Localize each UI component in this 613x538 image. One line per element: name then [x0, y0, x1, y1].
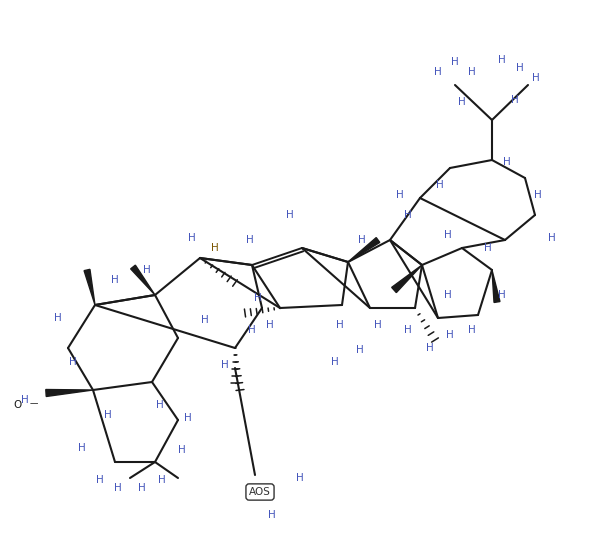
Text: H: H	[446, 330, 454, 340]
Text: H: H	[331, 357, 339, 367]
Text: H: H	[336, 320, 344, 330]
Text: H: H	[374, 320, 382, 330]
Text: H: H	[468, 67, 476, 77]
Text: H: H	[138, 483, 146, 493]
Text: H: H	[188, 233, 196, 243]
Text: H: H	[78, 443, 86, 453]
Text: O: O	[14, 400, 22, 410]
Polygon shape	[348, 238, 380, 262]
Text: H: H	[111, 275, 119, 285]
Text: H: H	[96, 475, 104, 485]
Text: H: H	[184, 413, 192, 423]
Text: H: H	[286, 210, 294, 220]
Text: H: H	[396, 190, 404, 200]
Text: H: H	[436, 180, 444, 190]
Text: H: H	[156, 400, 164, 410]
Text: H: H	[498, 55, 506, 65]
Text: H: H	[358, 235, 366, 245]
Text: H: H	[143, 265, 151, 275]
Text: H: H	[434, 67, 442, 77]
Polygon shape	[392, 265, 422, 293]
Text: H: H	[532, 73, 540, 83]
Text: H: H	[178, 445, 186, 455]
Text: H: H	[254, 293, 262, 303]
Text: H: H	[484, 243, 492, 253]
Text: H: H	[248, 325, 256, 335]
Text: —: —	[30, 400, 38, 408]
Text: H: H	[404, 210, 412, 220]
Text: H: H	[356, 345, 364, 355]
Text: H: H	[468, 325, 476, 335]
Text: H: H	[21, 395, 29, 405]
Text: H: H	[548, 233, 556, 243]
Text: AOS: AOS	[249, 487, 271, 497]
Text: H: H	[69, 357, 77, 367]
Polygon shape	[84, 270, 95, 305]
Polygon shape	[492, 270, 500, 302]
Text: H: H	[458, 97, 466, 107]
Text: H: H	[511, 95, 519, 105]
Text: H: H	[444, 290, 452, 300]
Text: H: H	[211, 243, 219, 253]
Text: H: H	[426, 343, 434, 353]
Text: H: H	[54, 313, 62, 323]
Text: H: H	[516, 63, 524, 73]
Text: H: H	[498, 290, 506, 300]
Text: H: H	[114, 483, 122, 493]
Polygon shape	[46, 390, 93, 397]
Text: H: H	[444, 230, 452, 240]
Polygon shape	[131, 265, 155, 295]
Text: H: H	[503, 157, 511, 167]
Text: H: H	[201, 315, 209, 325]
Text: H: H	[296, 473, 304, 483]
Text: H: H	[246, 235, 254, 245]
Text: H: H	[158, 475, 166, 485]
Text: H: H	[266, 320, 274, 330]
Text: H: H	[221, 360, 229, 370]
Text: H: H	[534, 190, 542, 200]
Text: H: H	[104, 410, 112, 420]
Text: H: H	[451, 57, 459, 67]
Text: H: H	[404, 325, 412, 335]
Text: H: H	[268, 510, 276, 520]
